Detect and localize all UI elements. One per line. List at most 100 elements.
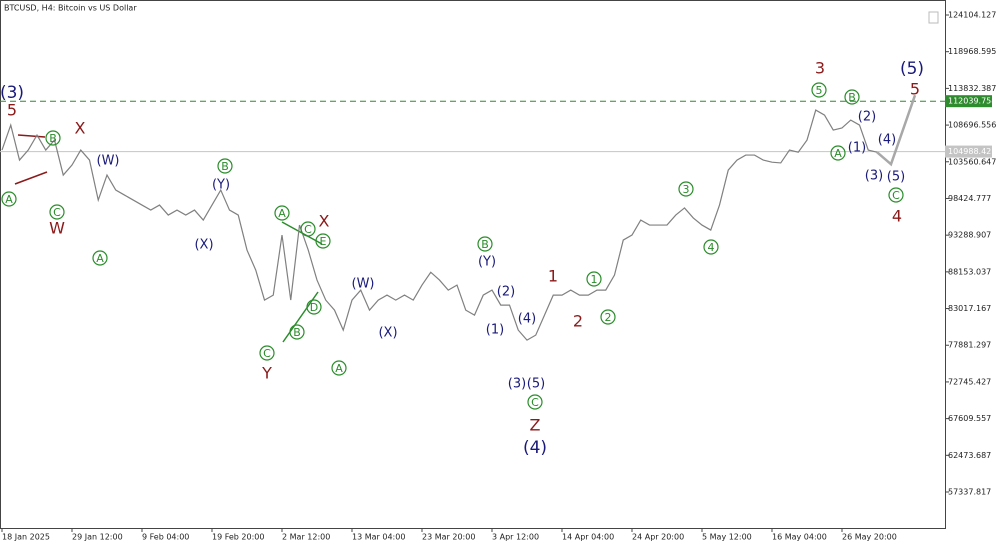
wave-label: X: [75, 119, 86, 138]
wave-circle: [300, 221, 316, 237]
wave-label: (4): [518, 312, 536, 327]
wave-label: C: [263, 347, 271, 360]
wave-label: 1: [548, 267, 558, 286]
wave-circle: [45, 130, 61, 146]
wave-label: 4: [708, 241, 715, 254]
y-tick-label: 113832.387: [948, 84, 996, 93]
wave-label: (2): [497, 285, 515, 300]
wave-circle: [844, 89, 860, 105]
x-tick-label: 2 Mar 12:00: [282, 533, 330, 542]
wave-label: (5): [900, 59, 924, 79]
wave-label: W: [49, 219, 65, 238]
wave-label: X: [319, 212, 330, 231]
wave-label: (5): [527, 377, 545, 392]
y-tick-label: 98424.777: [948, 194, 991, 203]
wave-label: (3): [508, 377, 526, 392]
price-label: 112039.758: [948, 97, 996, 106]
chart-title: BTCUSD, H4: Bitcoin vs US Dollar: [4, 4, 137, 13]
x-tick-label: 5 May 12:00: [702, 533, 752, 542]
wave-label: A: [96, 252, 104, 265]
x-tick-label: 18 Jan 2025: [2, 533, 50, 542]
y-tick-label: 62473.687: [948, 451, 991, 460]
wave-label: 1: [591, 273, 598, 286]
wave-circle: [331, 360, 347, 376]
wave-circle: [306, 299, 322, 315]
wave-circle: [888, 187, 904, 203]
wave-label: 3: [683, 183, 690, 196]
wave-circle: [1, 191, 17, 207]
wave-label: C: [892, 189, 900, 202]
y-tick-label: 124104.127: [948, 11, 996, 20]
wave-label: (X): [194, 238, 213, 253]
wave-circle: [586, 271, 602, 287]
price-label: 104988.42: [948, 147, 991, 156]
forecast-line: [876, 94, 917, 167]
wave-label: (5): [887, 170, 905, 185]
wave-label: (4): [878, 133, 896, 148]
y-tick-label: 88153.037: [948, 267, 991, 276]
y-tick-label: 108696.556: [948, 121, 996, 130]
wave-circle: [315, 233, 331, 249]
wave-circle: [600, 309, 616, 325]
wave-label: 2: [605, 311, 612, 324]
wave-label: (W): [97, 154, 120, 169]
trend-line: [14, 171, 48, 185]
price-label-box: [945, 145, 992, 158]
wave-label: (2): [858, 110, 876, 125]
x-tick-label: 23 Mar 20:00: [422, 533, 475, 542]
wave-label: (3): [0, 83, 24, 103]
y-tick-label: 77881.297: [948, 341, 991, 350]
wave-label: C: [304, 223, 312, 236]
wave-label: A: [834, 147, 842, 160]
wave-label: A: [278, 207, 286, 220]
plot-frame: [0, 0, 946, 529]
price-label-box: [945, 95, 992, 108]
wave-label: (1): [848, 141, 866, 156]
x-tick-label: 26 May 20:00: [842, 533, 897, 542]
wave-label: (Y): [212, 178, 230, 193]
wave-label: C: [53, 206, 61, 219]
x-tick-label: 3 Apr 12:00: [492, 533, 539, 542]
wave-label: B: [293, 326, 301, 339]
y-tick-label: 103560.647: [948, 157, 996, 166]
x-tick-label: 14 Apr 04:00: [562, 533, 614, 542]
wave-circle: [92, 250, 108, 266]
wave-label: 5: [910, 80, 920, 99]
wave-label: Y: [261, 364, 272, 383]
trend-line: [17, 134, 46, 138]
wave-label: B: [221, 160, 229, 173]
wave-label: (1): [486, 323, 504, 338]
x-tick-label: 19 Feb 20:00: [212, 533, 264, 542]
wave-label: 5: [816, 84, 823, 97]
wave-label: B: [481, 238, 489, 251]
wave-circle: [830, 145, 846, 161]
wave-label: B: [49, 132, 57, 145]
wave-circle: [811, 82, 827, 98]
wave-circle: [274, 205, 290, 221]
y-tick-label: 57337.817: [948, 488, 991, 497]
wave-label: 5: [7, 101, 17, 120]
wave-circle: [477, 236, 493, 252]
price-line: [1, 109, 878, 341]
wave-label: 3: [815, 59, 825, 78]
y-tick-label: 118968.595: [948, 47, 996, 56]
x-tick-label: 24 Apr 20:00: [632, 533, 684, 542]
wave-label: (Y): [478, 255, 496, 270]
wave-circle: [703, 239, 719, 255]
wave-circle: [217, 158, 233, 174]
wave-label: A: [335, 362, 343, 375]
x-tick-label: 9 Feb 04:00: [142, 533, 189, 542]
x-tick-label: 13 Mar 04:00: [352, 533, 405, 542]
wave-circle: [259, 345, 275, 361]
icon[interactable]: [928, 11, 939, 24]
wave-label: Z: [530, 416, 541, 435]
wave-label: (X): [378, 326, 397, 341]
y-tick-label: 83017.167: [948, 304, 991, 313]
x-tick-label: 29 Jan 12:00: [72, 533, 123, 542]
y-tick-label: 67609.557: [948, 414, 991, 423]
wave-label: 2: [573, 312, 583, 331]
wave-label: (W): [352, 277, 375, 292]
wave-label: E: [320, 235, 327, 248]
